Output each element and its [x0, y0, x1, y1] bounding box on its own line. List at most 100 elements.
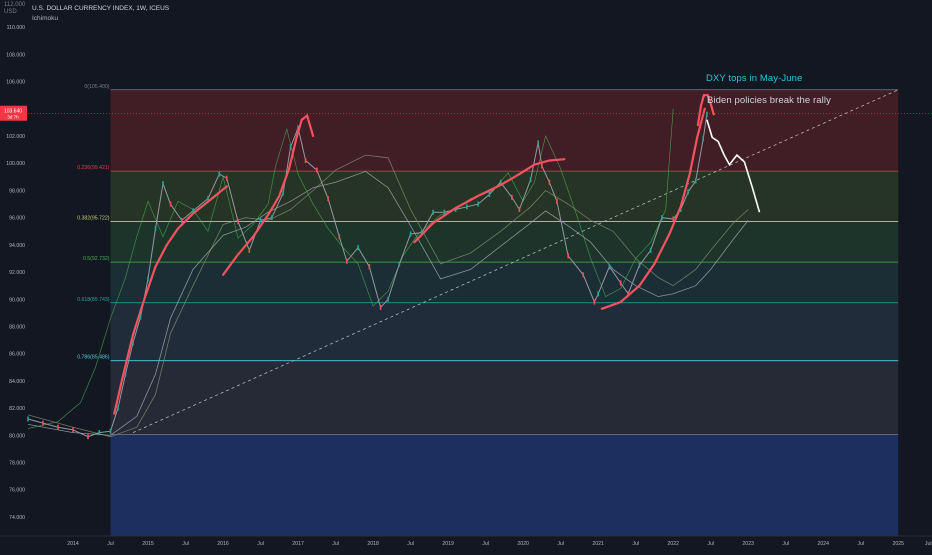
fib-zone-0.236 — [110, 89, 899, 172]
x-tick-label: Jul — [107, 541, 114, 547]
x-tick-label: 2020 — [517, 541, 529, 547]
y-tick-label: 102.000 — [6, 134, 25, 140]
price-point — [57, 424, 59, 430]
price-point — [499, 179, 502, 185]
price-point — [87, 434, 89, 440]
x-tick-label: Jul — [707, 541, 714, 547]
y-tick-label: 92.000 — [9, 270, 25, 276]
chikou-span — [27, 108, 674, 429]
price-point — [218, 171, 221, 177]
y-tick-label: 96.000 — [9, 216, 25, 222]
y-tick-label: 82.000 — [9, 406, 25, 412]
price-point — [582, 272, 584, 278]
last-price-box — [0, 105, 27, 121]
last-price-countdown: 3d 7h — [7, 115, 19, 120]
symbol-title: U.S. DOLLAR CURRENCY INDEX, 1W, ICEUS — [32, 5, 170, 12]
y-axis: 74.000 76.000 78.000 80.000 82.000 84.000 86.0… — [0, 0, 27, 536]
price-point — [117, 405, 119, 411]
y-tick-label: 86.000 — [9, 352, 25, 358]
price-point — [706, 111, 708, 117]
price-point — [237, 219, 239, 225]
y-tick-label: 74.000 — [9, 515, 25, 521]
price-point — [368, 264, 371, 270]
price-point — [282, 190, 284, 196]
price-point — [289, 144, 292, 150]
price-point — [42, 420, 44, 426]
x-tick-label: 2017 — [292, 541, 304, 547]
ichimoku-line-0 — [27, 154, 749, 438]
y-tick-label: 100.000 — [6, 161, 25, 167]
y-tick-label: 106.000 — [6, 80, 25, 86]
headline-annotation: DXY tops in May-June — [706, 73, 803, 84]
price-point — [421, 230, 423, 236]
price-point — [180, 217, 183, 223]
price-series — [27, 111, 761, 440]
price-point — [259, 217, 262, 223]
ichimoku-line-1 — [27, 170, 749, 436]
price-point — [466, 204, 468, 210]
price-point — [548, 179, 551, 185]
dashed-trendline — [132, 89, 899, 433]
price-point — [387, 296, 389, 302]
fib-zone-1 — [110, 360, 899, 435]
y-tick-label: 80.000 — [9, 433, 25, 439]
price-point — [226, 175, 228, 181]
x-tick-label: 2016 — [217, 541, 229, 547]
price-point — [687, 189, 689, 195]
price-point — [511, 194, 513, 200]
price-point — [27, 416, 29, 422]
top-price-label: 112.000 — [4, 2, 26, 8]
price-point — [638, 262, 641, 268]
price-point — [357, 245, 359, 251]
price-point — [619, 280, 622, 286]
x-tick-label: 2022 — [667, 541, 679, 547]
red-arc-3 — [600, 107, 706, 310]
x-tick-label: Jul — [182, 541, 189, 547]
last-price-value: 103.640 — [4, 109, 22, 115]
price-point — [338, 234, 341, 240]
price-point — [379, 304, 382, 310]
price-point — [154, 226, 157, 232]
price-point — [271, 215, 273, 221]
chart-header: U.S. DOLLAR CURRENCY INDEX, 1W, ICEUS Ic… — [32, 4, 169, 24]
x-tick-label: 2018 — [367, 541, 379, 547]
price-point — [627, 291, 629, 297]
price-point — [672, 216, 674, 222]
red-arc-0 — [113, 185, 228, 415]
price-point — [162, 181, 164, 187]
price-point — [98, 430, 101, 436]
price-point — [327, 196, 329, 202]
price-point — [124, 371, 127, 377]
price-point — [537, 140, 539, 146]
x-tick-label: Jul — [407, 541, 414, 547]
price-point — [139, 314, 142, 320]
fib-zone-0.786 — [110, 302, 899, 361]
price-point — [346, 258, 348, 264]
price-point — [477, 201, 479, 207]
y-tick-label: 94.000 — [9, 243, 25, 249]
price-point — [192, 208, 194, 214]
price-point — [432, 209, 434, 215]
red-arc-drawings — [113, 94, 715, 415]
price-point — [297, 125, 299, 131]
price-point — [649, 247, 652, 253]
price-point — [454, 207, 457, 213]
x-tick-label: Jul — [482, 541, 489, 547]
indicator-name: Ichimoku — [32, 15, 59, 22]
price-point — [597, 291, 599, 297]
projection-path — [706, 119, 761, 213]
currency-label: USD — [4, 9, 17, 15]
price-point — [593, 299, 596, 305]
price-point — [207, 196, 209, 202]
x-axis: 2014 Jul 2015 Jul 2016 Jul 2017 Jul 2018 Jul 2019 J… — [0, 535, 932, 547]
red-arc-1 — [222, 113, 315, 276]
price-point — [132, 340, 134, 346]
y-tick-label: 88.000 — [9, 324, 25, 330]
x-tick-label: Jul — [332, 541, 339, 547]
y-tick-label: 76.000 — [9, 488, 25, 494]
price-point — [661, 215, 663, 221]
fib-zone-0.382 — [110, 171, 899, 222]
